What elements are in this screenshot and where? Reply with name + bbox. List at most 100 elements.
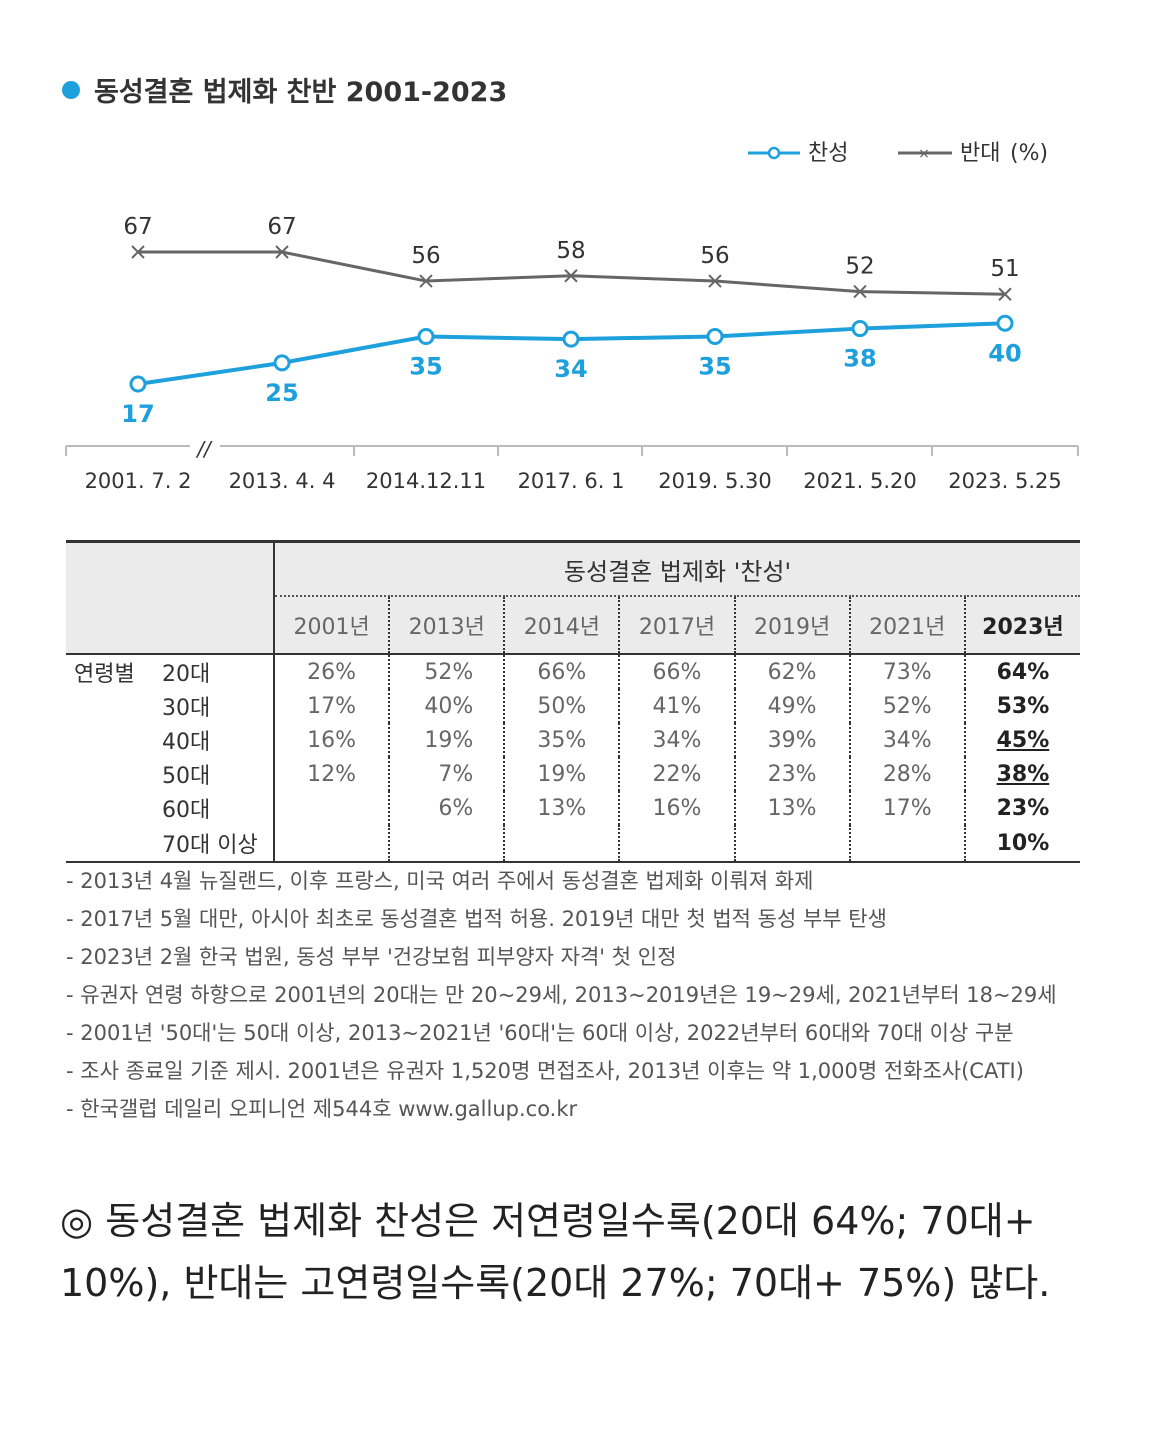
table-cell: 28%	[849, 757, 966, 791]
x-tick-label: 2014.12.11	[366, 469, 486, 493]
table-row: 연령별 20대 26% 52% 66% 66% 62% 73% 64%	[66, 654, 1080, 689]
table-cell	[734, 825, 851, 863]
table-year-header: 2014년	[504, 596, 621, 655]
support-point	[417, 327, 435, 345]
x-tick-label: 2023. 5.25	[948, 469, 1062, 493]
axis-break-marker: //	[195, 437, 213, 461]
table-cell: 12%	[274, 757, 391, 791]
legend-x-icon: ×	[918, 146, 930, 162]
table-row: 60대 6% 13% 16% 13% 17% 23%	[66, 791, 1080, 825]
table-cell: 34%	[849, 723, 966, 757]
table-title: 동성결혼 법제화 '찬성'	[274, 540, 1080, 597]
table-cell: 26%	[274, 654, 391, 689]
age-group-text: 30대	[162, 696, 211, 721]
table-cell: 19%	[504, 757, 621, 791]
oppose-data-label: 52	[845, 254, 874, 280]
oppose-data-label: 56	[700, 243, 729, 269]
table-row: 50대 12% 7% 19% 22% 23% 28% 38%	[66, 757, 1080, 791]
table-year-header: 2021년	[849, 596, 966, 655]
age-label: 50대	[66, 757, 275, 791]
table-cell: 45%	[996, 727, 1050, 753]
oppose-point	[275, 245, 289, 259]
table-cell: 53%	[996, 693, 1050, 719]
support-point	[851, 320, 869, 338]
legend-support: 찬성	[808, 141, 848, 166]
x-tick-labels: 2001. 7. 2 2013. 4. 4 2014.12.11 2017. 6. 1…	[85, 469, 1062, 493]
oppose-point	[708, 274, 722, 288]
support-point	[273, 354, 291, 372]
support-point	[129, 375, 147, 393]
table-cell: 23%	[996, 795, 1050, 821]
support-data-label: 35	[409, 352, 442, 380]
oppose-data-label: 58	[556, 238, 585, 264]
table-cell: 66%	[619, 654, 736, 689]
footnote-line: - 2017년 5월 대만, 아시아 최초로 동성결혼 법적 허용. 2019년…	[66, 907, 887, 931]
table-cell: 38%	[996, 761, 1050, 787]
line-chart: 찬성 × 반대 (%) // 2001. 7. 2 2013. 4. 4 2014.…	[65, 141, 1079, 493]
table-year-header: 2013년	[389, 596, 506, 655]
footnote-line: - 한국갤럽 데일리 오피니언 제544호 www.gallup.co.kr	[66, 1097, 578, 1121]
support-point	[706, 327, 724, 345]
table-cell: 17%	[274, 689, 391, 723]
support-data-label: 25	[265, 379, 298, 407]
table-cell	[849, 825, 966, 863]
age-label: 70대 이상	[66, 825, 275, 863]
oppose-point	[564, 269, 578, 283]
footnote-line: - 2013년 4월 뉴질랜드, 이후 프랑스, 미국 여러 주에서 동성결혼 …	[66, 869, 814, 893]
table-cell	[504, 825, 621, 863]
table-cell: 13%	[734, 791, 851, 825]
chart-title: 동성결혼 법제화 찬반 2001-2023	[62, 70, 507, 109]
age-group-text: 50대	[162, 764, 211, 789]
legend-unit: (%)	[1010, 141, 1048, 166]
table-cell: 17%	[849, 791, 966, 825]
table-cell: 22%	[619, 757, 736, 791]
age-label: 30대	[66, 689, 275, 723]
table-year-header: 2017년	[619, 596, 736, 655]
table-cell: 13%	[504, 791, 621, 825]
table-cell: 52%	[849, 689, 966, 723]
oppose-point	[853, 284, 867, 299]
footnote-line: - 유권자 연령 하향으로 2001년의 20대는 만 20~29세, 2013…	[66, 983, 1057, 1007]
table-cell: 39%	[734, 723, 851, 757]
x-ticks	[65, 446, 1079, 456]
age-label: 40대	[66, 723, 275, 757]
chart-title-text: 동성결혼 법제화 찬반 2001-2023	[94, 77, 508, 108]
table-row: 30대 17% 40% 50% 41% 49% 52% 53%	[66, 689, 1080, 723]
table-cell: 64%	[996, 659, 1050, 685]
support-point	[562, 330, 580, 348]
age-table-container: 동성결혼 법제화 '찬성' 2001년 2013년 2014년 2017년 2019년 2…	[66, 540, 1080, 863]
group-label: 연령별	[74, 662, 135, 687]
table-cell: 40%	[389, 689, 506, 723]
support-data-label: 34	[554, 355, 587, 383]
x-tick-label: 2001. 7. 2	[85, 469, 192, 493]
footnote-line: - 2001년 '50대'는 50대 이상, 2013~2021년 '60대'는…	[66, 1021, 1014, 1045]
table-row: 70대 이상 10%	[66, 825, 1080, 863]
age-group-text: 40대	[162, 730, 211, 755]
footnotes: - 2013년 4월 뉴질랜드, 이후 프랑스, 미국 여러 주에서 동성결혼 …	[66, 862, 1057, 1128]
table-corner-cell	[66, 540, 275, 655]
x-tick-label: 2021. 5.20	[803, 469, 917, 493]
table-cell: 35%	[504, 723, 621, 757]
table-cell: 10%	[964, 825, 1080, 863]
table-year-header: 2023년	[964, 596, 1080, 655]
table-cell	[389, 825, 506, 863]
title-bullet-icon	[62, 80, 80, 99]
oppose-data-label: 67	[123, 214, 152, 240]
oppose-data-label: 56	[411, 243, 440, 269]
age-label: 연령별 20대	[66, 654, 275, 689]
age-group-text: 60대	[162, 798, 211, 823]
age-label: 60대	[66, 791, 275, 825]
age-group-text: 70대 이상	[162, 833, 258, 858]
table-cell: 6%	[389, 791, 506, 825]
table-cell: 52%	[389, 654, 506, 689]
table-cell: 49%	[734, 689, 851, 723]
legend: 찬성 × 반대 (%)	[748, 141, 1048, 166]
age-group-text: 20대	[162, 662, 211, 687]
table-cell: 41%	[619, 689, 736, 723]
footnote-line: - 조사 종료일 기준 제시. 2001년은 유권자 1,520명 면접조사, …	[66, 1059, 1024, 1083]
table-cell: 16%	[274, 723, 391, 757]
table-cell: 16%	[619, 791, 736, 825]
summary-text: ◎ 동성결혼 법제화 찬성은 저연령일수록(20대 64%; 70대+ 10%)…	[60, 1199, 1051, 1305]
support-data-label: 17	[121, 400, 154, 428]
table-cell: 19%	[389, 723, 506, 757]
